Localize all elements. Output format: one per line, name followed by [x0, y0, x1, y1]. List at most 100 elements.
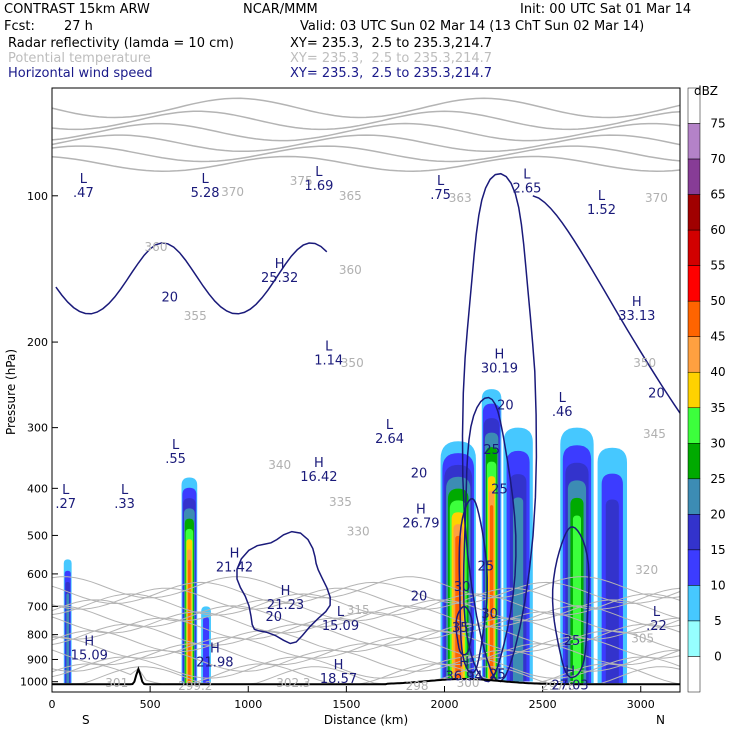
colorbar-level-label: 60 [710, 223, 725, 237]
theta-line-340 [51, 617, 681, 640]
terrain [52, 666, 680, 686]
extremum-marker: H [495, 347, 505, 362]
extremum-value: .22 [646, 619, 667, 634]
extremum-marker: L [653, 605, 661, 620]
colorbar-level-label: 75 [710, 117, 725, 131]
theta-label: 363 [449, 191, 472, 205]
refl-cell-4-level-45 [489, 505, 494, 680]
extremum-value: 5.28 [191, 186, 220, 201]
colorbar-swatch [687, 300, 701, 337]
colorbar-unit: dBZ [694, 84, 718, 98]
colorbar-level-label: 10 [710, 578, 725, 592]
extremum-marker: L [121, 483, 129, 498]
y-tick-label: 200 [27, 336, 48, 349]
wind-contour-label: 30 [481, 607, 498, 622]
extremum-marker: H [334, 658, 344, 673]
y-tick-label: 1000 [20, 676, 48, 689]
extremum-value: 36.94 [446, 670, 483, 685]
wind-contour-label: 20 [497, 398, 514, 413]
x-end-right: N [656, 713, 665, 727]
colorbar-level-label: 25 [710, 472, 725, 486]
theta-label: 335 [329, 495, 352, 509]
theta-line-375 [51, 576, 681, 599]
forecast-label: Fcst: [4, 19, 35, 34]
x-tick-label: 1500 [332, 698, 360, 711]
x-tick-label: 1000 [234, 698, 262, 711]
theta-label: 345 [643, 427, 666, 441]
y-tick-label: 300 [27, 422, 48, 435]
field1-xy: XY= 235.3, 2.5 to 235.3,214.7 [290, 36, 493, 51]
theta-line-310 [51, 656, 681, 679]
forecast-hour: 27 h [64, 19, 93, 34]
wind-contour-label: 30 [454, 580, 471, 595]
colorbar-level-label: 55 [710, 259, 725, 273]
wind-contour-label: 35 [452, 621, 469, 636]
x-tick-label: 0 [49, 698, 56, 711]
y-tick-label: 800 [27, 629, 48, 642]
extremum-marker: L [325, 339, 333, 354]
extremum-value: 21.98 [196, 656, 233, 671]
theta-label: 365 [339, 189, 362, 203]
theta-label: 350 [633, 356, 656, 370]
extremum-value: 27.03 [551, 678, 588, 693]
extremum-value: 15.09 [71, 648, 108, 663]
theta-upper-line [51, 122, 681, 142]
wind-contour-label: 25 [491, 483, 508, 498]
theta-label: 315 [347, 603, 370, 617]
field1-name: Radar reflectivity (lamda = 10 cm) [8, 36, 234, 51]
extremum-marker: H [230, 546, 240, 561]
extremum-value: 21.42 [216, 560, 253, 575]
theta-upper-line [51, 110, 681, 131]
extremum-value: .47 [73, 186, 94, 201]
extremum-marker: L [201, 172, 209, 187]
y-tick-label: 600 [27, 568, 48, 581]
y-axis-label: Pressure (hPa) [4, 349, 18, 435]
wind-contour-label: 25 [564, 634, 581, 649]
extremum-marker: H [565, 664, 575, 679]
extremum-marker: H [459, 656, 469, 671]
colorbar-swatch [687, 443, 701, 480]
theta-upper-line [51, 155, 681, 172]
field3-name: Horizontal wind speed [8, 66, 153, 81]
theta-line-370 [51, 581, 681, 605]
extremum-marker: H [632, 295, 642, 310]
theta-label: 302.3 [276, 676, 310, 690]
theta-line-355 [51, 599, 681, 622]
colorbar-swatch [687, 371, 701, 409]
x-axis-label: Distance (km) [324, 713, 408, 727]
extremum-value: 15.09 [322, 619, 359, 634]
colorbar-level-label: 35 [710, 401, 725, 415]
theta-label: 360 [145, 240, 168, 254]
extremum-marker: H [275, 257, 285, 272]
theta-line-315 [51, 649, 680, 672]
wind-isotach-25-4 [551, 526, 590, 679]
theta-label: 298 [406, 679, 429, 693]
colorbar-level-label: 5 [714, 614, 722, 628]
colorbar-swatch [687, 336, 701, 373]
field3-xy: XY= 235.3, 2.5 to 235.3,214.7 [290, 66, 493, 81]
contour-labels: 370 375 365 363 370 360 360 355 350 350 345 340 335 3… [55, 165, 668, 693]
colorbar-level-label: 45 [710, 330, 725, 344]
colorbar-level-label: 65 [710, 188, 725, 202]
reflectivity-shading [63, 389, 628, 684]
wind-isotach-25-1 [462, 396, 517, 683]
extremum-value: 1.52 [587, 203, 616, 218]
extremum-value: .33 [114, 497, 135, 512]
colorbar-level-label: 15 [710, 543, 725, 557]
wind-isotach-left-upper [55, 242, 328, 315]
extremum-marker: L [559, 391, 567, 406]
center-title: NCAR/MMM [243, 2, 318, 17]
refl-cell-6-level-30 [572, 515, 582, 684]
wind-contour-label: 20 [161, 290, 178, 305]
colorbar-level-label: 20 [710, 507, 725, 521]
theta-label: 340 [268, 458, 291, 472]
colorbar-swatch [687, 407, 701, 444]
extremum-value: .46 [552, 405, 573, 420]
wind-isotach-upper [532, 195, 681, 414]
x-tick-label: 3000 [627, 698, 655, 711]
init-time: Init: 00 UTC Sat 01 Mar 14 [520, 2, 692, 17]
theta-label: 350 [341, 356, 364, 370]
extremum-marker: H [314, 456, 324, 471]
y-tick-label: 100 [27, 190, 48, 203]
extremum-value: 18.57 [320, 672, 357, 687]
